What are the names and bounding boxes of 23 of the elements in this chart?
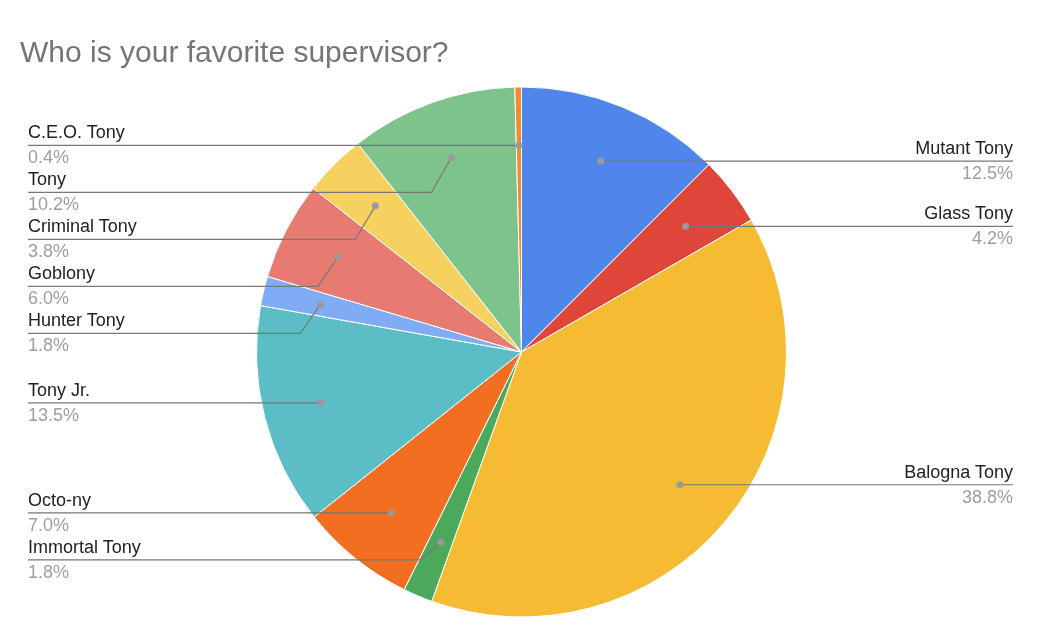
data-label: 6.0% [28, 288, 70, 309]
data-label: 12.5% [961, 163, 1013, 183]
slice-label: Criminal Tony [28, 216, 137, 237]
data-label: 0.4% [28, 147, 70, 168]
slice-label: Tony Jr. [28, 379, 91, 400]
slice-label: Hunter Tony [28, 310, 125, 331]
data-label: 7.0% [28, 514, 70, 535]
slice-label: Tony [28, 169, 67, 190]
slice-label: Balogna Tony [904, 461, 1013, 482]
slice-label: Immortal Tony [28, 536, 141, 557]
data-label: 13.5% [28, 404, 80, 425]
data-label: 10.2% [28, 194, 80, 215]
chart-title: Who is your favorite supervisor? [20, 35, 449, 69]
data-label: 4.2% [971, 228, 1013, 249]
data-label: 1.8% [28, 335, 70, 356]
data-label: 38.8% [961, 486, 1013, 507]
data-label: 3.8% [28, 241, 70, 262]
data-label: 1.8% [28, 561, 70, 582]
slice-label: Octo-ny [28, 489, 92, 510]
slice-label: C.E.O. Tony [28, 122, 125, 143]
slice-label: Mutant Tony [915, 138, 1013, 158]
slice-label: Glass Tony [924, 203, 1013, 224]
slice-label: Goblony [28, 263, 96, 284]
